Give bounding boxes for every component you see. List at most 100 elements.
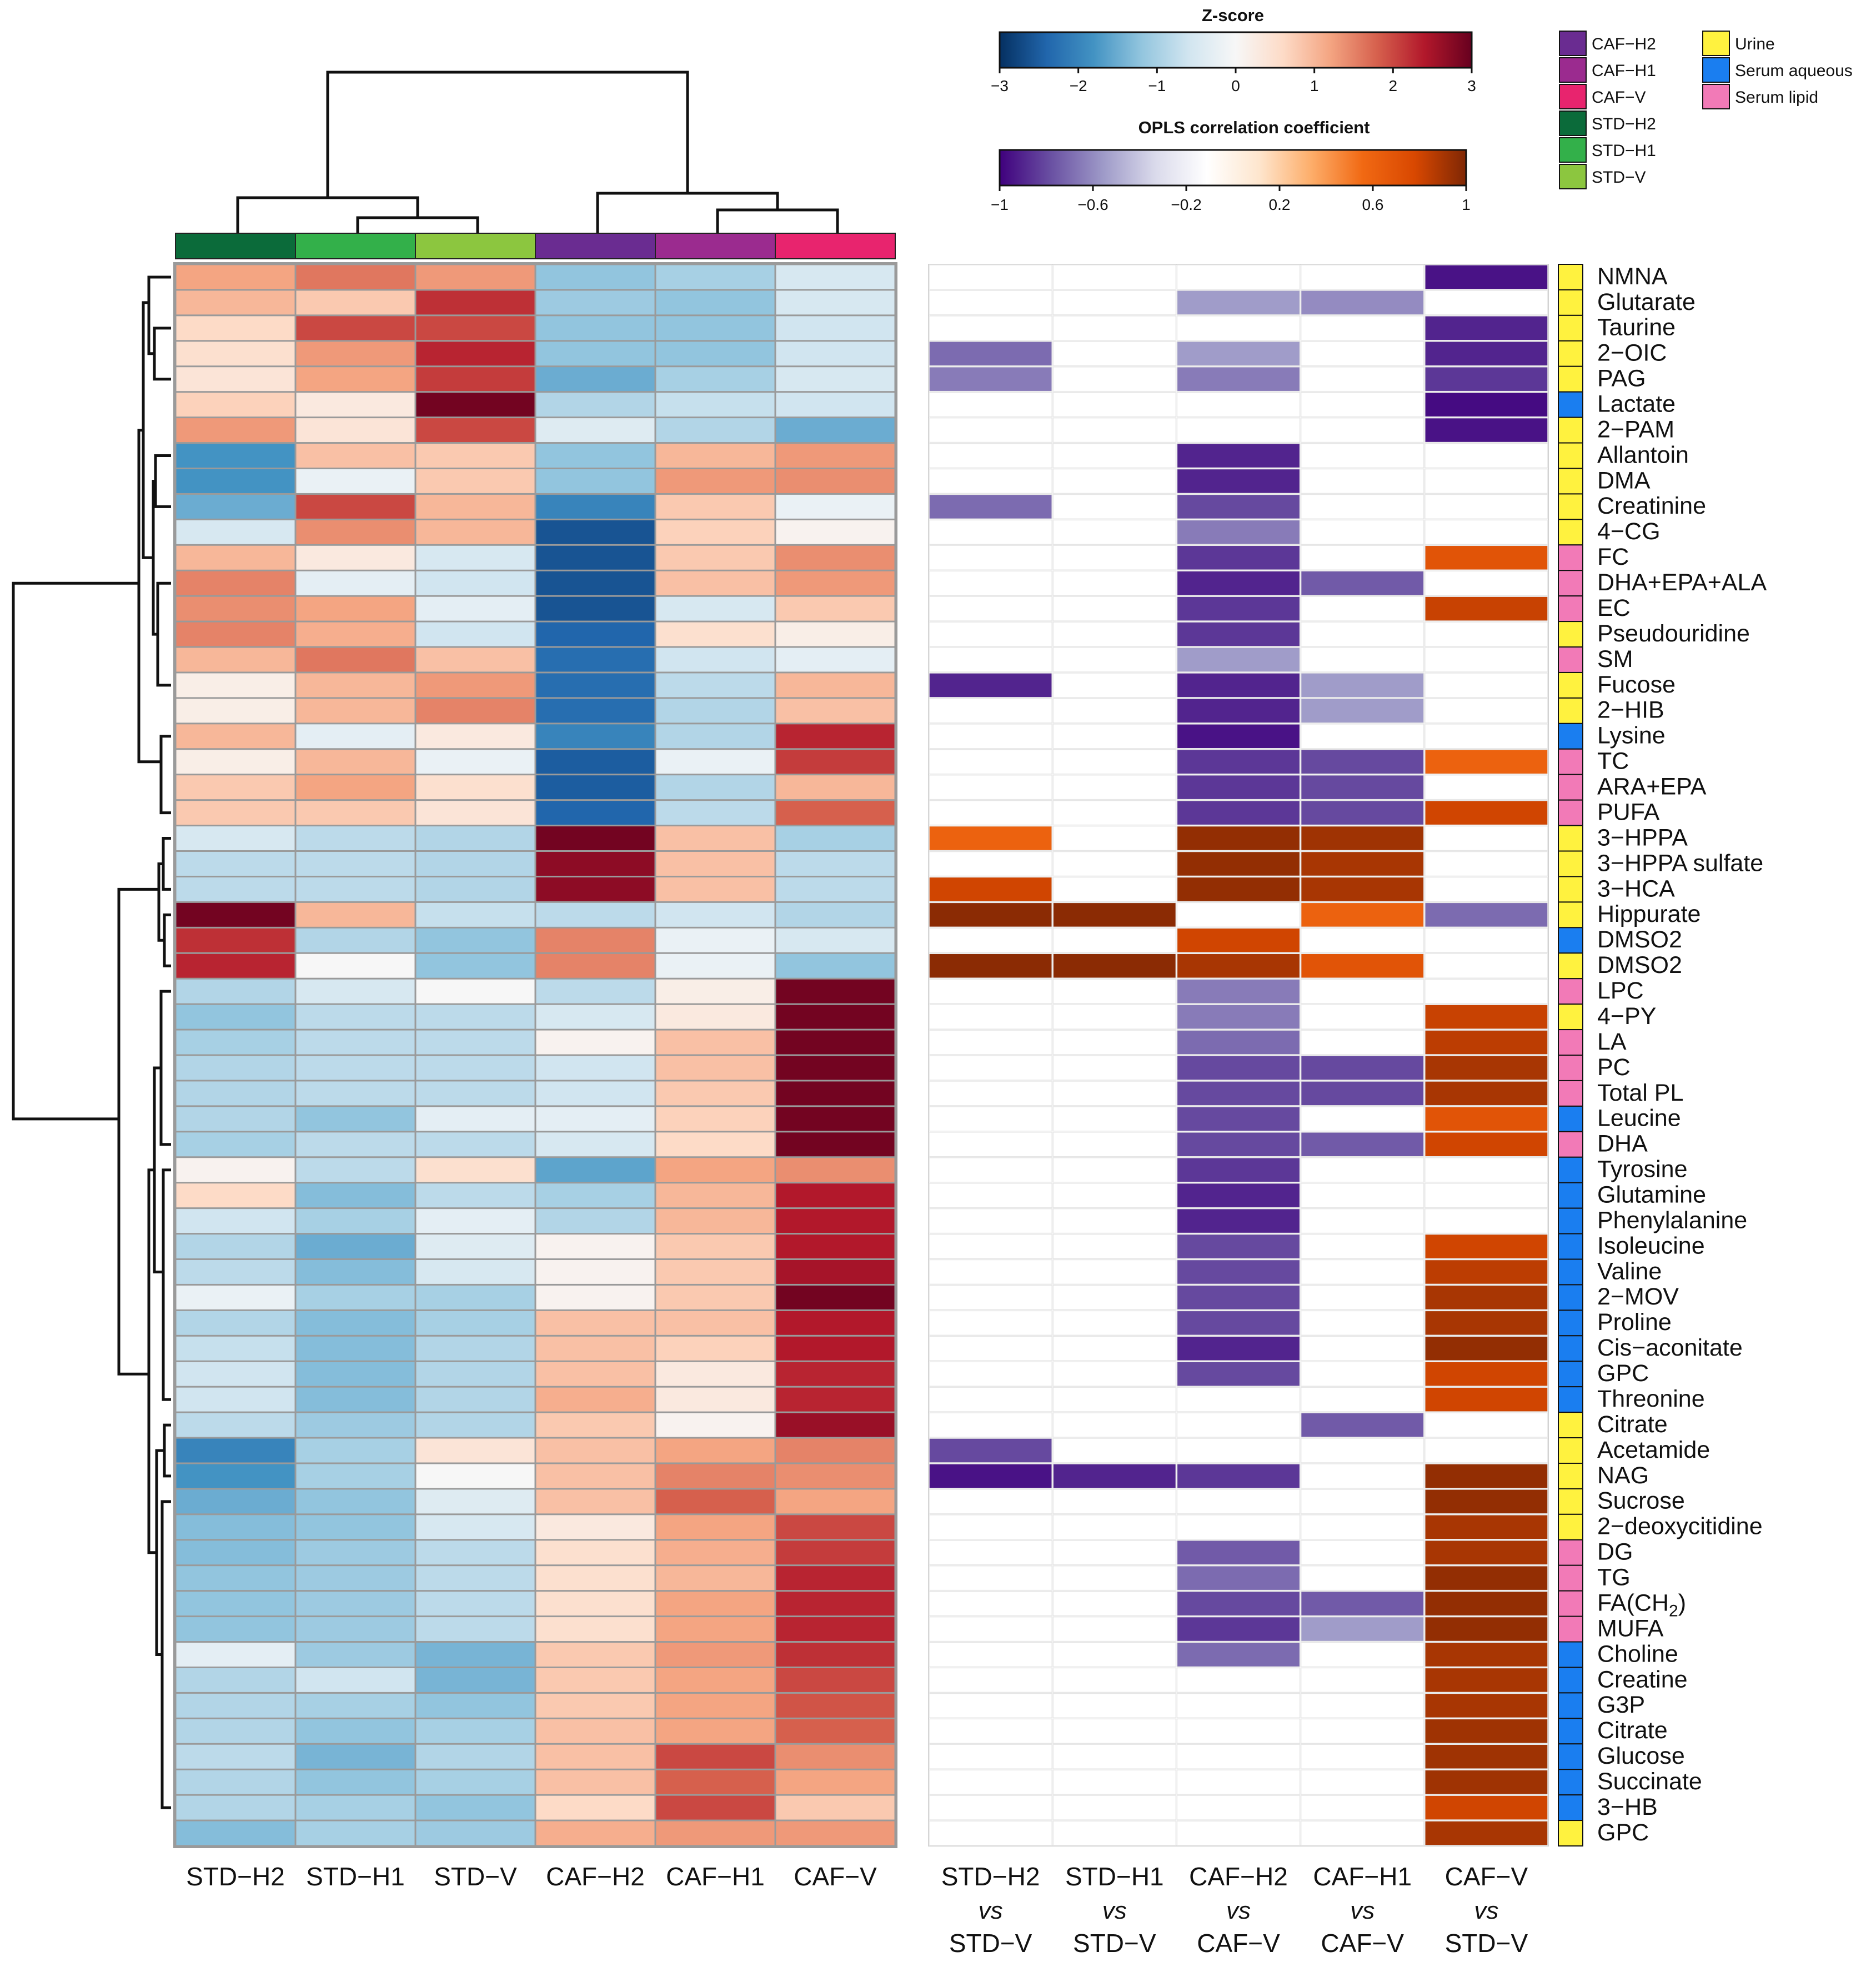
- opls-cell: [1176, 825, 1301, 851]
- opls-cell: [929, 724, 1052, 749]
- opls-cell: [1424, 979, 1548, 1004]
- heatmap-cell: [656, 1081, 775, 1106]
- heatmap-cell: [176, 1209, 295, 1233]
- heatmap-cell: [176, 877, 295, 901]
- heatmap-cell: [776, 1566, 895, 1590]
- opls-cell: [1424, 1182, 1548, 1208]
- heatmap-cell: [416, 1693, 535, 1718]
- heatmap-cell: [776, 265, 895, 289]
- sample-type-cell: [1558, 1309, 1583, 1337]
- heatmap-cell: [296, 342, 415, 366]
- heatmap-cell: [656, 928, 775, 952]
- opls-cell: [1176, 1616, 1301, 1642]
- opls-cell: [1052, 468, 1177, 494]
- sample-type-cell: [1558, 1462, 1583, 1489]
- heatmap-cell: [656, 1260, 775, 1284]
- opls-cell: [1424, 1259, 1548, 1285]
- opls-cell: [929, 392, 1052, 418]
- sample-type-cell: [1558, 570, 1583, 597]
- col-dendro-link-std-h2-std: [236, 196, 419, 233]
- row-label: Succinate: [1597, 1768, 1702, 1795]
- heatmap-cell: [176, 367, 295, 392]
- opls-cell: [1424, 800, 1548, 826]
- heatmap-cell: [536, 1030, 655, 1055]
- opls-cell: [929, 468, 1052, 494]
- opls-cell: [1300, 1744, 1424, 1769]
- heatmap-cell: [176, 1566, 295, 1590]
- opls-cell: [929, 927, 1052, 954]
- heatmap-cell: [296, 648, 415, 672]
- row-label: DMSO2: [1597, 952, 1682, 979]
- heatmap-cell: [536, 1362, 655, 1386]
- opls-cell: [1300, 851, 1424, 877]
- heatmap-cell: [776, 648, 895, 672]
- opls-cell: [1424, 1744, 1548, 1769]
- opls-cell: [1052, 1438, 1177, 1463]
- opls-cell: [1300, 1081, 1424, 1106]
- opls-cell: [929, 366, 1052, 392]
- heatmap-cell: [176, 1285, 295, 1309]
- heatmap-cell: [296, 571, 415, 595]
- heatmap-cell: [776, 1693, 895, 1718]
- heatmap-cell: [656, 1489, 775, 1514]
- row-label: PAG: [1597, 365, 1646, 392]
- opls-legend: OPLS correlation coefficient −1 −0.6 −0.2 0…: [991, 118, 1471, 213]
- opls-cell: [1176, 596, 1301, 621]
- heatmap-cell: [176, 1719, 295, 1743]
- heatmap-cell: [416, 1489, 535, 1514]
- heatmap-cell: [776, 342, 895, 366]
- zscore-tick-label: 2: [1389, 77, 1398, 94]
- opls-cell: [1424, 1463, 1548, 1489]
- opls-cell: [1176, 927, 1301, 954]
- row-label: Lactate: [1597, 391, 1676, 418]
- opls-cell: [1176, 494, 1301, 520]
- heatmap-cell: [656, 673, 775, 698]
- heatmap-cell: [536, 1081, 655, 1106]
- heatmap-cell: [656, 801, 775, 825]
- heatmap-cell: [296, 724, 415, 749]
- group-legend-label: CAF−H2: [1592, 35, 1656, 53]
- sample-type-cell: [1558, 1080, 1583, 1107]
- opls-cell: [929, 1233, 1052, 1260]
- heatmap-cell: [776, 1464, 895, 1488]
- opls-cell: [1424, 264, 1548, 290]
- heatmap-cell: [176, 775, 295, 800]
- heatmap-cell: [416, 1107, 535, 1131]
- opls-tick-label: 1: [1462, 196, 1471, 213]
- sample-type-cell: [1558, 927, 1583, 954]
- heatmap-cell: [176, 1795, 295, 1820]
- heatmap-cell: [656, 1285, 775, 1309]
- row-label: ARA+EPA: [1597, 774, 1707, 800]
- opls-cell: [1176, 1489, 1301, 1514]
- heatmap-cell: [656, 1107, 775, 1131]
- heatmap-cell: [656, 1336, 775, 1361]
- row-label: 2−PAM: [1597, 416, 1674, 443]
- opls-cell: [1300, 1106, 1424, 1132]
- row-label: Taurine: [1597, 314, 1676, 341]
- opls-cell: [929, 1284, 1052, 1311]
- opls-cell: [1300, 545, 1424, 570]
- heatmap-cell: [176, 1081, 295, 1106]
- sample-type-cell: [1558, 850, 1583, 877]
- opls-cell: [1300, 825, 1424, 851]
- opls-cell: [1052, 647, 1177, 673]
- sample-type-cell: [1558, 1615, 1583, 1643]
- heatmap-cell: [296, 1719, 415, 1743]
- heatmap-cell: [536, 928, 655, 952]
- sample-type-cell: [1558, 264, 1583, 290]
- opls-cell: [929, 290, 1052, 315]
- sample-legend: Urine Serum aqueous Serum lipid: [1702, 31, 1853, 109]
- heatmap-cell: [176, 954, 295, 978]
- opls-cell: [1424, 596, 1548, 621]
- sample-type-cell: [1558, 952, 1583, 980]
- heatmap-cell: [296, 1005, 415, 1029]
- heatmap-cell: [656, 342, 775, 366]
- opls-cell: [1176, 1744, 1301, 1769]
- column-label-std-h2: STD−H2: [186, 1862, 285, 1891]
- heatmap-cell: [776, 1821, 895, 1845]
- opls-cell: [1176, 1132, 1301, 1157]
- opls-cell: [1300, 979, 1424, 1004]
- row-dendro-link: [147, 275, 171, 355]
- heatmap-cell: [776, 1005, 895, 1029]
- opls-cell: [929, 1157, 1052, 1183]
